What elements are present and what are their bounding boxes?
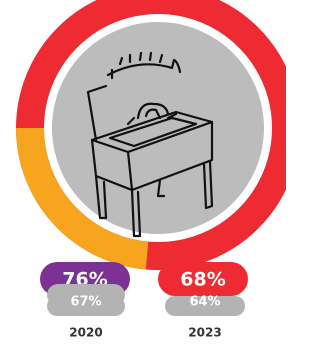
center-circle <box>52 22 264 234</box>
secondary-value: 67% <box>70 295 101 310</box>
primary-value: 68% <box>180 269 225 291</box>
year-label: 2023 <box>188 326 221 340</box>
secondary-value: 64% <box>189 295 220 310</box>
page: 76% 67% 2020 68% 64% 2023 (() => { const… <box>0 0 286 352</box>
year-label: 2020 <box>69 326 102 340</box>
infographic: 76% 67% 2020 68% 64% 2023 <box>0 0 286 352</box>
